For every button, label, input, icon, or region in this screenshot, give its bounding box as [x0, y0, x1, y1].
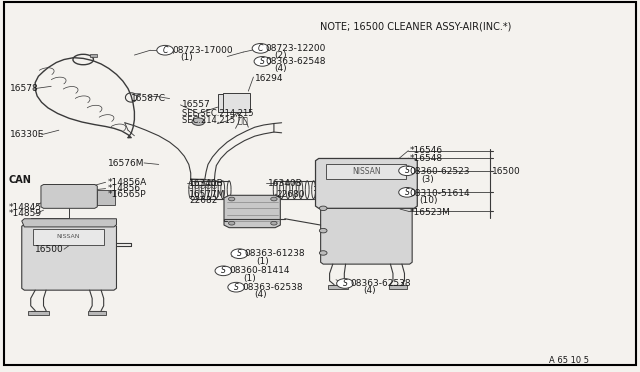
Circle shape: [271, 197, 277, 201]
Circle shape: [192, 118, 205, 125]
Text: 16294: 16294: [255, 74, 284, 83]
Polygon shape: [22, 219, 116, 227]
Circle shape: [215, 266, 232, 276]
Text: 08363-62538: 08363-62538: [351, 279, 412, 288]
Bar: [90, 54, 97, 57]
Circle shape: [399, 187, 415, 197]
Text: 16500: 16500: [492, 167, 520, 176]
Bar: [328, 285, 348, 289]
Circle shape: [228, 221, 235, 225]
Text: NOTE; 16500 CLEANER ASSY-AIR(INC.*): NOTE; 16500 CLEANER ASSY-AIR(INC.*): [320, 22, 511, 32]
Text: *14856A: *14856A: [108, 178, 147, 187]
Text: C: C: [163, 46, 168, 55]
Text: NISSAN: NISSAN: [352, 167, 380, 176]
Text: C: C: [258, 44, 263, 53]
Circle shape: [271, 221, 277, 225]
Circle shape: [228, 282, 244, 292]
Text: 16578: 16578: [10, 84, 39, 93]
Text: S: S: [237, 249, 242, 258]
Text: 16330E: 16330E: [10, 130, 45, 139]
Text: (1): (1): [180, 53, 193, 62]
Bar: [389, 285, 407, 289]
Text: 08363-62538: 08363-62538: [242, 283, 303, 292]
Text: *16565P: *16565P: [108, 190, 146, 199]
Bar: [28, 311, 49, 315]
Text: 16340B: 16340B: [268, 179, 302, 187]
Polygon shape: [22, 225, 116, 290]
Text: (1): (1): [243, 274, 256, 283]
Text: S: S: [342, 279, 348, 288]
Circle shape: [231, 249, 248, 259]
Bar: [88, 311, 106, 315]
Text: (10): (10): [419, 196, 438, 205]
Text: (2): (2): [274, 51, 287, 60]
Text: *14859: *14859: [8, 209, 42, 218]
Text: 16340B: 16340B: [189, 179, 224, 187]
Circle shape: [319, 251, 327, 255]
Text: 16577M: 16577M: [189, 190, 226, 199]
Circle shape: [252, 44, 269, 53]
Text: CAN: CAN: [8, 176, 31, 185]
Text: (4): (4): [255, 290, 268, 299]
Text: 16576M: 16576M: [108, 159, 144, 168]
Bar: [223, 93, 250, 112]
Circle shape: [157, 45, 173, 55]
Bar: [134, 93, 140, 95]
Polygon shape: [321, 207, 412, 264]
Text: (1): (1): [256, 257, 269, 266]
Circle shape: [337, 279, 353, 288]
Circle shape: [319, 206, 327, 211]
Text: (3): (3): [421, 175, 434, 184]
Text: S: S: [404, 188, 410, 197]
Text: S: S: [221, 266, 226, 275]
Text: 16587C: 16587C: [131, 94, 166, 103]
Text: 16557: 16557: [182, 100, 211, 109]
Text: S: S: [260, 57, 265, 66]
Text: 08360-81414: 08360-81414: [229, 266, 290, 275]
Text: 08723-17000: 08723-17000: [173, 46, 234, 55]
Text: 08363-61238: 08363-61238: [244, 249, 305, 258]
Text: SEE SEC.214,215: SEE SEC.214,215: [182, 109, 253, 118]
Text: A 65 10 5: A 65 10 5: [549, 356, 589, 365]
Circle shape: [254, 57, 271, 66]
Text: 08363-62548: 08363-62548: [266, 57, 326, 66]
Text: SEC.214,215 参照: SEC.214,215 参照: [182, 116, 248, 125]
Text: 22682: 22682: [189, 196, 218, 205]
Text: 08360-62523: 08360-62523: [410, 167, 470, 176]
Text: S: S: [234, 283, 239, 292]
Text: (4): (4): [364, 286, 376, 295]
Text: *14856: *14856: [108, 184, 141, 193]
Text: *16523M: *16523M: [410, 208, 451, 217]
Polygon shape: [41, 185, 97, 208]
Circle shape: [319, 228, 327, 233]
Text: NISSAN: NISSAN: [57, 234, 80, 240]
Text: 22680: 22680: [276, 190, 305, 199]
Text: S: S: [404, 166, 410, 175]
Polygon shape: [224, 195, 280, 228]
Text: *14845: *14845: [8, 203, 42, 212]
Text: 08310-51614: 08310-51614: [410, 189, 470, 198]
Bar: [33, 229, 104, 245]
Bar: [218, 94, 242, 112]
Circle shape: [399, 166, 415, 176]
Circle shape: [228, 197, 235, 201]
Bar: [326, 164, 406, 179]
Text: *16546: *16546: [410, 146, 443, 155]
Text: 08723-12200: 08723-12200: [266, 44, 326, 53]
Polygon shape: [316, 158, 417, 208]
Text: 16500: 16500: [35, 246, 64, 254]
Text: *16548: *16548: [410, 154, 443, 163]
Bar: [97, 190, 115, 205]
Text: (4): (4): [274, 64, 287, 73]
